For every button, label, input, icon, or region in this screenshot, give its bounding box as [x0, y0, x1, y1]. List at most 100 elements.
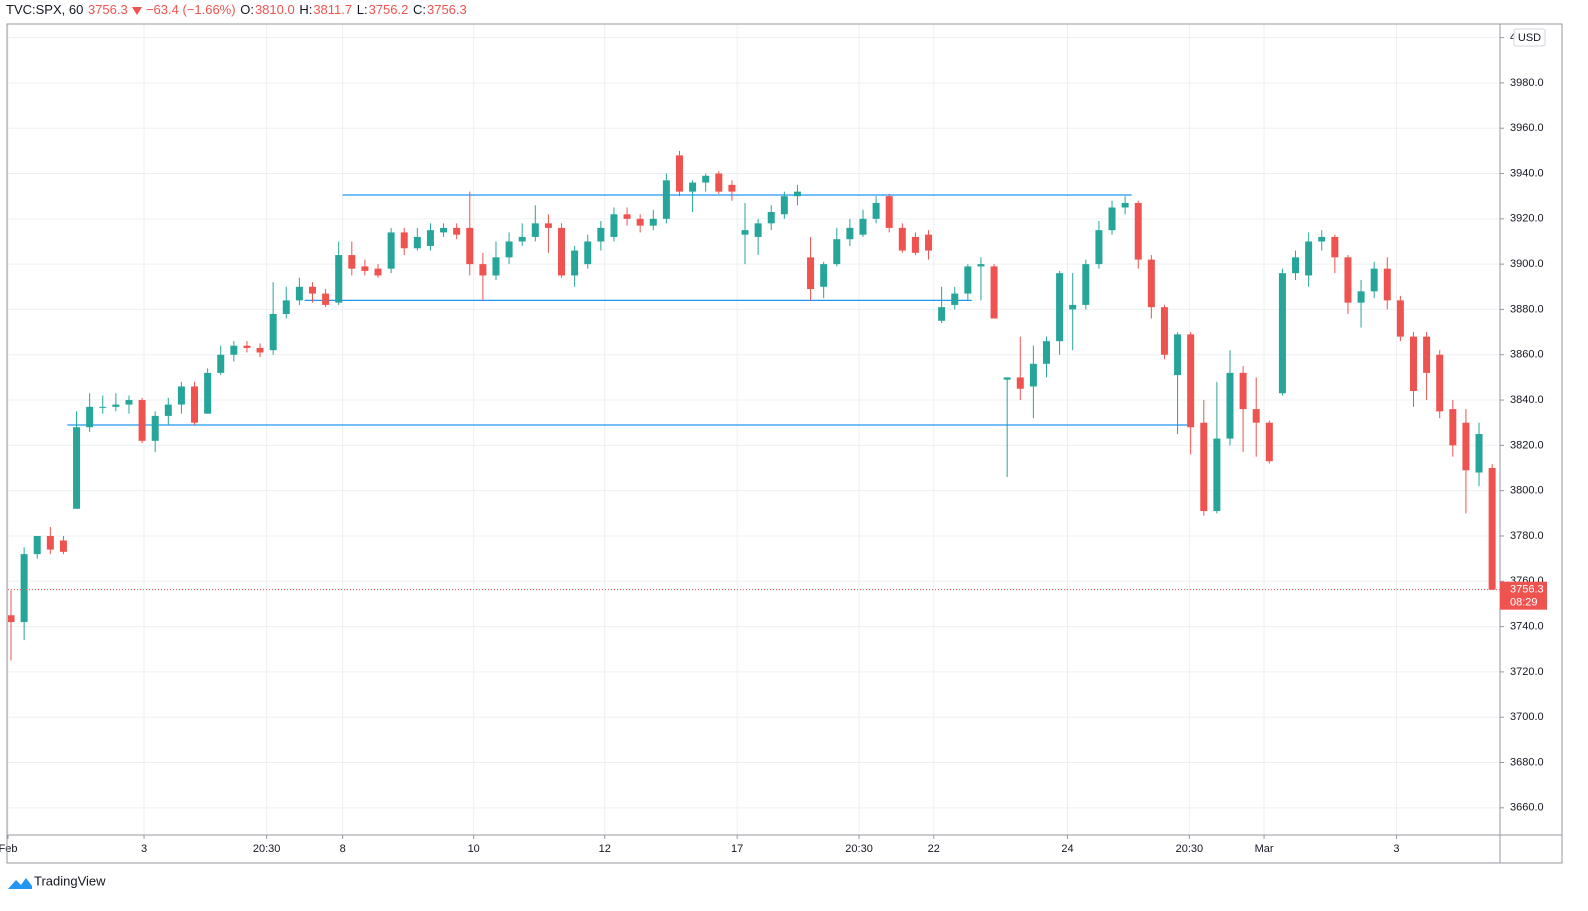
candle-body [702, 175, 710, 183]
candle-body [610, 214, 618, 237]
candle-body [505, 241, 513, 258]
y-tick-label: 3680.0 [1510, 756, 1544, 768]
candle-body [295, 286, 303, 301]
x-tick-label: 10 [468, 843, 480, 855]
candle-body [1226, 372, 1234, 439]
change: −63.4 (−1.66%) [145, 2, 236, 17]
o-value: 3810.0 [254, 2, 295, 17]
h-value: 3811.7 [313, 2, 353, 17]
candle-body [649, 218, 657, 226]
x-tick-label: 8 [340, 843, 346, 855]
y-tick-label: 3940.0 [1510, 167, 1544, 179]
h-label: H: [299, 2, 313, 17]
axes: 3660.03680.03700.03720.03740.03760.03780… [0, 31, 1544, 854]
y-tick-label: 3740.0 [1510, 620, 1544, 632]
last-price-label: 3756.3 [1510, 584, 1544, 596]
candle-body [191, 386, 199, 423]
candle-body [33, 535, 41, 555]
x-tick-label: 3 [1393, 843, 1399, 855]
candle-body [1278, 273, 1286, 394]
c-value: 3756.3 [426, 2, 467, 17]
candle-body [1449, 409, 1457, 446]
last-price-badge [1500, 581, 1547, 610]
candle-body [675, 155, 683, 192]
candle-body [243, 345, 251, 348]
candle-body [1147, 259, 1155, 308]
brand: TradingView [34, 873, 106, 888]
candle-body [846, 227, 854, 240]
candle-body [387, 232, 395, 269]
candle-body [1344, 257, 1352, 303]
candle-body [1029, 363, 1037, 387]
candle-body [322, 293, 330, 305]
o-label: O: [240, 2, 254, 17]
candle-body [269, 313, 277, 351]
candle-body [164, 404, 172, 416]
candle-body [86, 406, 94, 428]
currency: USD [1518, 32, 1541, 44]
candle-body [1409, 336, 1417, 391]
x-tick-label: 20:30 [1176, 843, 1204, 855]
candle-body [1095, 230, 1103, 265]
last: 3756.3 [87, 2, 128, 17]
y-tick-label: 3920.0 [1510, 213, 1544, 225]
y-tick-label: 3800.0 [1510, 485, 1544, 497]
l-value: 3756.2 [368, 2, 409, 17]
countdown: 08:29 [1510, 597, 1538, 609]
plot [8, 150, 1500, 661]
candle-body [754, 223, 762, 237]
candle-body [898, 227, 906, 251]
candle-body [1370, 268, 1378, 292]
y-tick-label: 3980.0 [1510, 77, 1544, 89]
candle-body [217, 354, 225, 373]
candle-body [151, 415, 159, 441]
candle-body [636, 218, 644, 226]
candle-body [1423, 336, 1431, 373]
frame [6, 23, 1563, 864]
y-tick-label: 3900.0 [1510, 258, 1544, 270]
candle-body [1174, 334, 1182, 376]
candle-body [1318, 236, 1326, 242]
candle-body [977, 264, 985, 267]
candle-body [1462, 422, 1470, 471]
candle-body [990, 266, 998, 319]
candle-body [964, 266, 972, 294]
candle-body [479, 264, 487, 276]
x-tick-label: Mar [1255, 843, 1274, 855]
candle-body [204, 372, 212, 414]
candle-body [1200, 422, 1208, 512]
candle-body [1213, 438, 1221, 512]
candle-body [1265, 422, 1273, 462]
candle-body [73, 427, 81, 509]
candle-body [1187, 334, 1195, 428]
candle-body [1108, 207, 1116, 231]
candle-body [780, 196, 788, 215]
x-tick-label: 20:30 [845, 843, 873, 855]
brand-logo [8, 878, 32, 889]
candle-body [951, 293, 959, 305]
candle-body [1042, 341, 1050, 364]
candle-body [911, 236, 919, 253]
candle-body [1121, 202, 1129, 208]
y-tick-label: 3880.0 [1510, 303, 1544, 315]
candle-body [767, 212, 775, 224]
x-tick-label: Feb [0, 843, 17, 855]
currency-badge[interactable] [1513, 28, 1546, 47]
y-tick-label: 3840.0 [1510, 394, 1544, 406]
candle-body [793, 191, 801, 197]
x-tick-label: 3 [141, 843, 147, 855]
candle-body [466, 227, 474, 265]
candle-body [833, 239, 841, 265]
x-tick-label: 12 [599, 843, 611, 855]
candle-body [1252, 409, 1260, 423]
candle-body [59, 540, 67, 552]
candle-body [531, 223, 539, 237]
candle-body [938, 307, 946, 321]
candle-body [741, 230, 749, 235]
y-tick-label: 3860.0 [1510, 349, 1544, 361]
candle-body [1016, 377, 1024, 389]
candle-body [426, 230, 434, 247]
candle-body [728, 184, 736, 192]
